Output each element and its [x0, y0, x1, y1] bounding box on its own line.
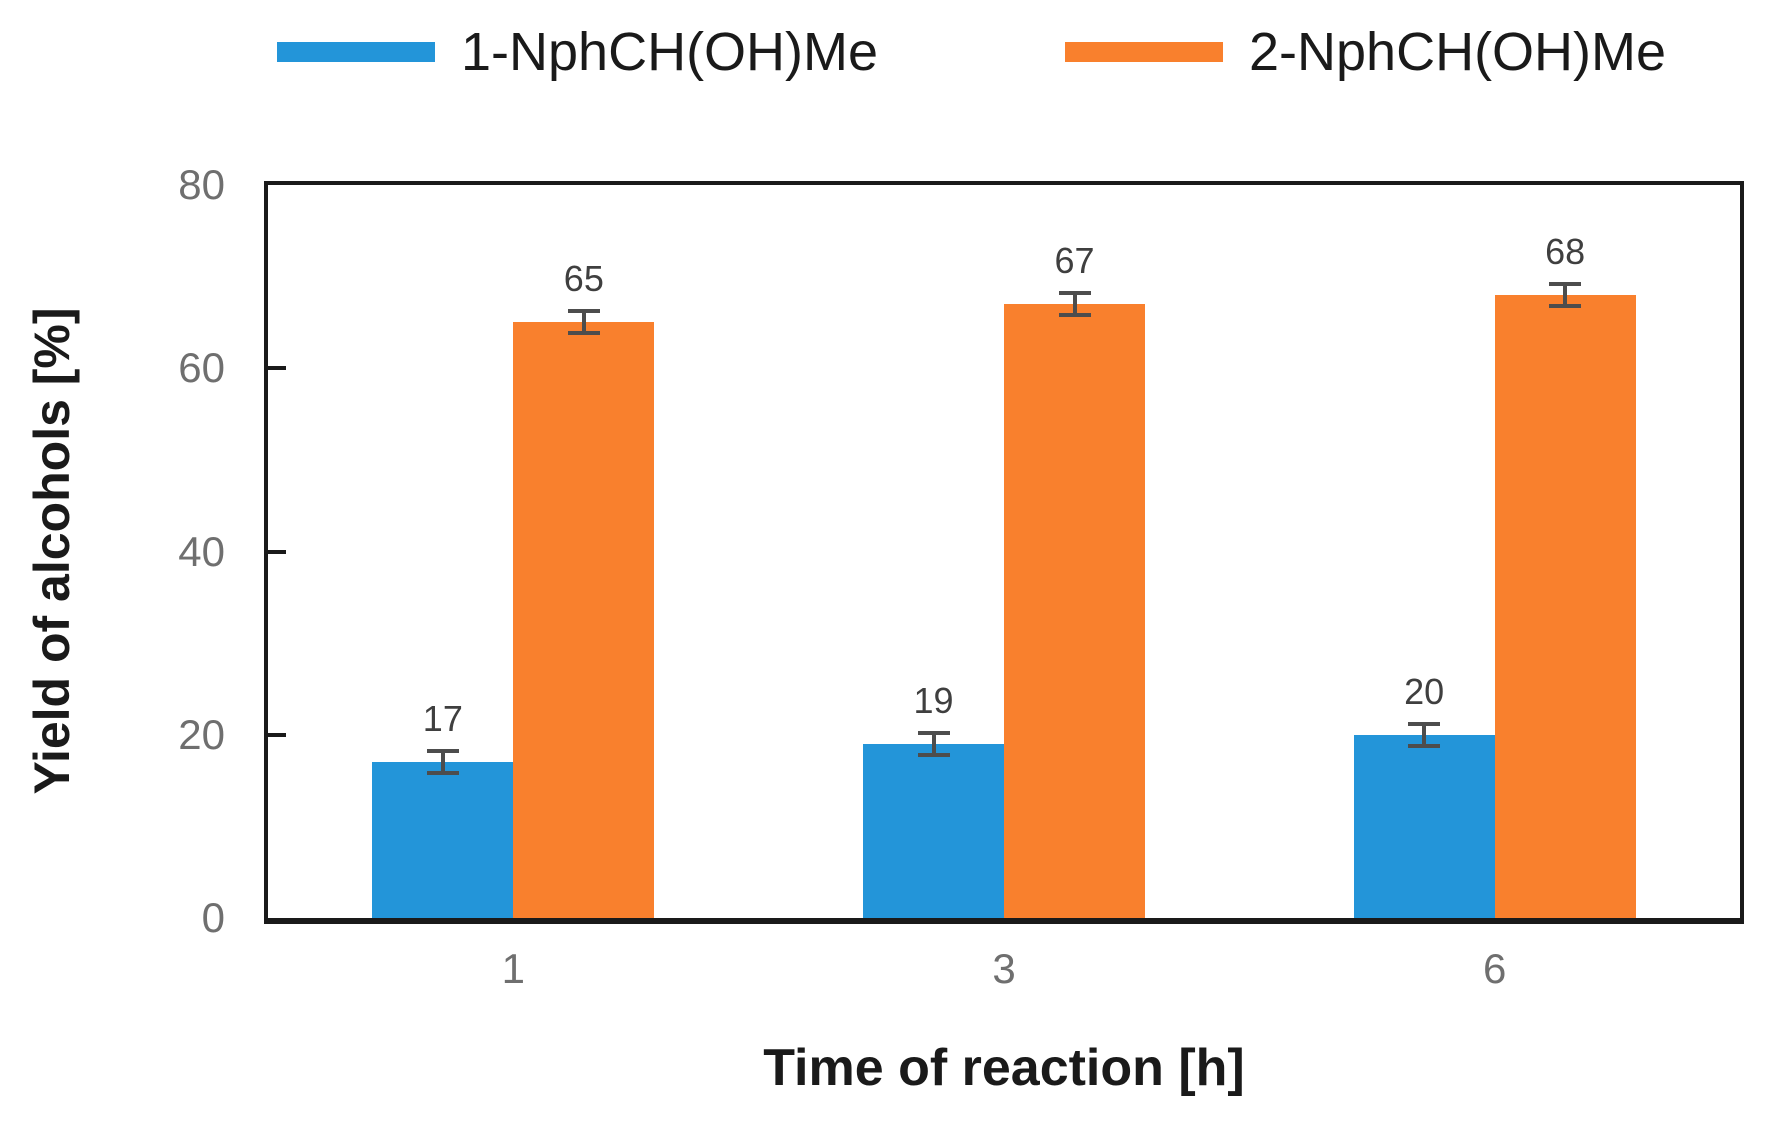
error-bar [931, 732, 936, 755]
y-axis-tick [268, 549, 286, 554]
error-bar-cap-bottom [567, 331, 600, 336]
bar-2-NphCH(OH)Me-3 [1004, 304, 1145, 918]
x-axis-title: Time of reaction [h] [763, 1039, 1245, 1097]
error-bar [1072, 293, 1077, 316]
bar-data-label: 19 [913, 679, 954, 721]
y-tick-label-20: 20 [178, 710, 225, 758]
legend-swatch-series-2 [1065, 42, 1223, 62]
error-bar-cap-bottom [426, 771, 459, 776]
bar-1-NphCH(OH)Me-1 [372, 762, 514, 918]
x-tick-label-1: 1 [501, 945, 525, 992]
y-axis-tick [268, 366, 286, 371]
bar-data-label: 68 [1545, 230, 1586, 272]
error-bar-cap-top [1058, 291, 1091, 296]
error-bar-cap-bottom [1549, 303, 1582, 308]
bar-1-NphCH(OH)Me-3 [863, 743, 1004, 918]
x-tick-label-3: 3 [992, 945, 1016, 992]
error-bar-cap-top [426, 749, 459, 754]
y-tick-label-80: 80 [178, 161, 225, 208]
error-bar [440, 751, 445, 774]
legend-label-series-1: 1-NphCH(OH)Me [461, 22, 879, 82]
legend-swatch-series-1 [277, 42, 435, 62]
error-bar [1563, 283, 1568, 306]
bar-2-NphCH(OH)Me-1 [513, 322, 655, 918]
error-bar-cap-top [1549, 281, 1582, 286]
bar-data-label: 65 [563, 258, 604, 300]
x-tick-label-6: 6 [1482, 945, 1507, 992]
y-tick-label-40: 40 [178, 527, 225, 575]
bar-data-label: 67 [1054, 240, 1095, 282]
y-tick-label-0: 0 [201, 894, 225, 941]
error-bar-cap-top [1408, 721, 1441, 726]
bar-data-label: 20 [1404, 670, 1445, 712]
error-bar-cap-top [917, 730, 950, 735]
error-bar [1422, 723, 1427, 746]
legend-label-series-2: 2-NphCH(OH)Me [1249, 22, 1667, 82]
bar-1-NphCH(OH)Me-6 [1353, 734, 1495, 918]
error-bar-cap-bottom [1058, 313, 1091, 318]
plot-area: 17 65 19 67 20 68 [268, 185, 1740, 918]
error-bar-cap-bottom [1408, 743, 1441, 748]
bar-data-label: 17 [422, 698, 463, 740]
error-bar [581, 311, 586, 334]
bar-2-NphCH(OH)Me-6 [1494, 294, 1636, 918]
error-bar-cap-top [567, 309, 600, 314]
error-bar-cap-bottom [917, 752, 950, 757]
legend-item-series-1: 1-NphCH(OH)Me [277, 18, 878, 86]
y-tick-label-60: 60 [178, 344, 225, 392]
y-axis-tick [268, 732, 286, 737]
legend-item-series-2: 2-NphCH(OH)Me [1065, 18, 1666, 86]
y-axis-title: Yield of alcohols [%] [24, 307, 80, 795]
